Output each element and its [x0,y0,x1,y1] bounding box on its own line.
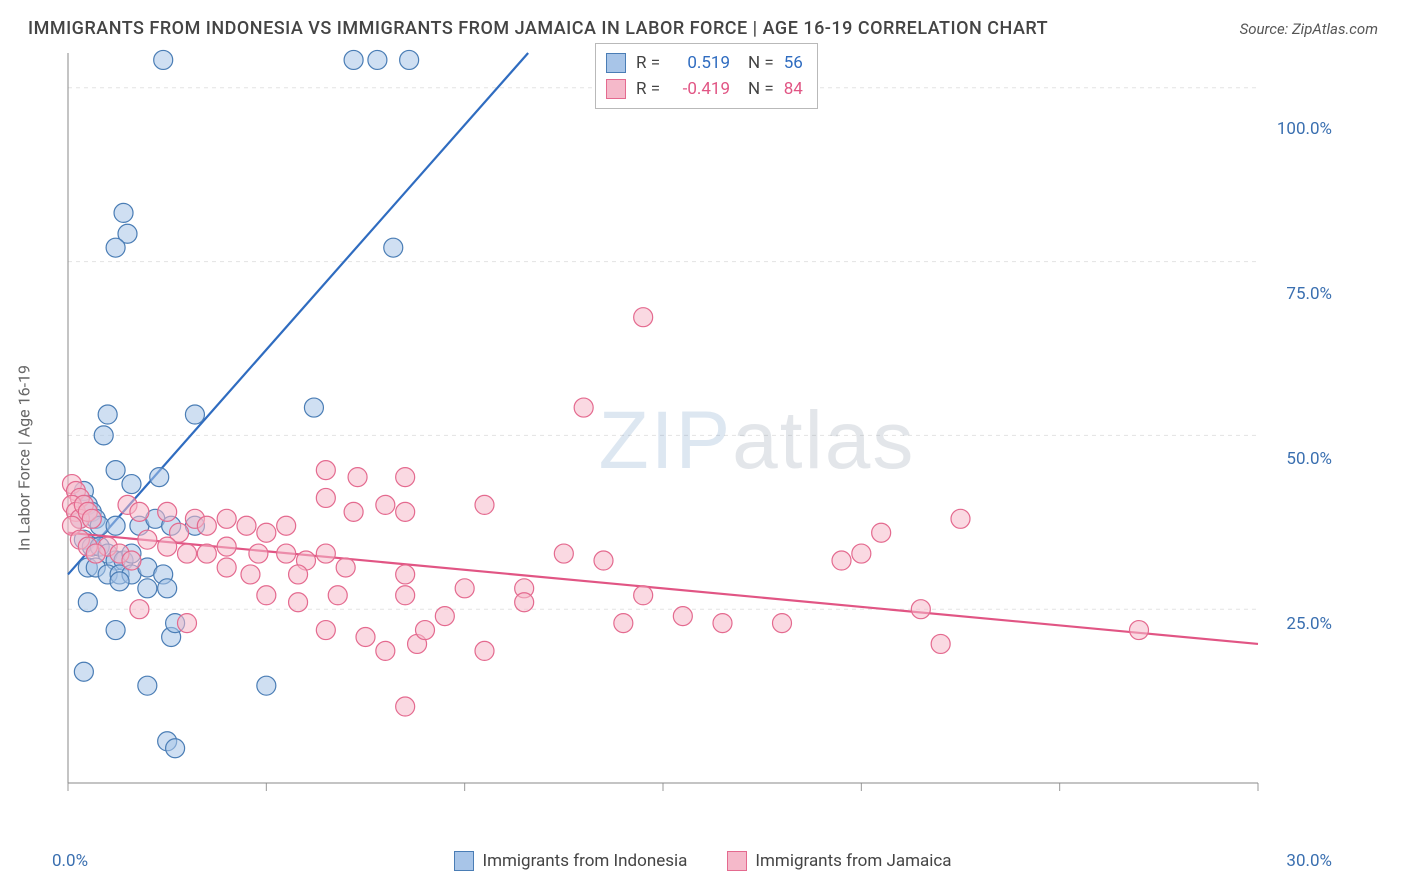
y-axis-label: In Labor Force | Age 16-19 [15,365,34,551]
y-tick-50: 50.0% [1286,449,1332,469]
y-tick-75: 75.0% [1286,284,1332,304]
y-tick-25: 25.0% [1286,614,1332,634]
corr-legend-row: R =0.519N =56 [606,50,803,76]
chart-title: IMMIGRANTS FROM INDONESIA VS IMMIGRANTS … [28,18,1048,39]
correlation-legend: R =0.519N =56R =-0.419N =84 [595,43,818,109]
scatter-svg [28,43,1378,843]
series-legend: Immigrants from Indonesia Immigrants from… [28,851,1378,871]
corr-legend-row: R =-0.419N =84 [606,76,803,102]
legend-item: Immigrants from Jamaica [727,851,951,871]
chart-area: In Labor Force | Age 16-19 ZIPatlas R =0… [28,43,1378,873]
source-label: Source: ZipAtlas.com [1240,20,1378,38]
legend-item: Immigrants from Indonesia [454,851,687,871]
y-tick-100: 100.0% [1277,119,1332,139]
